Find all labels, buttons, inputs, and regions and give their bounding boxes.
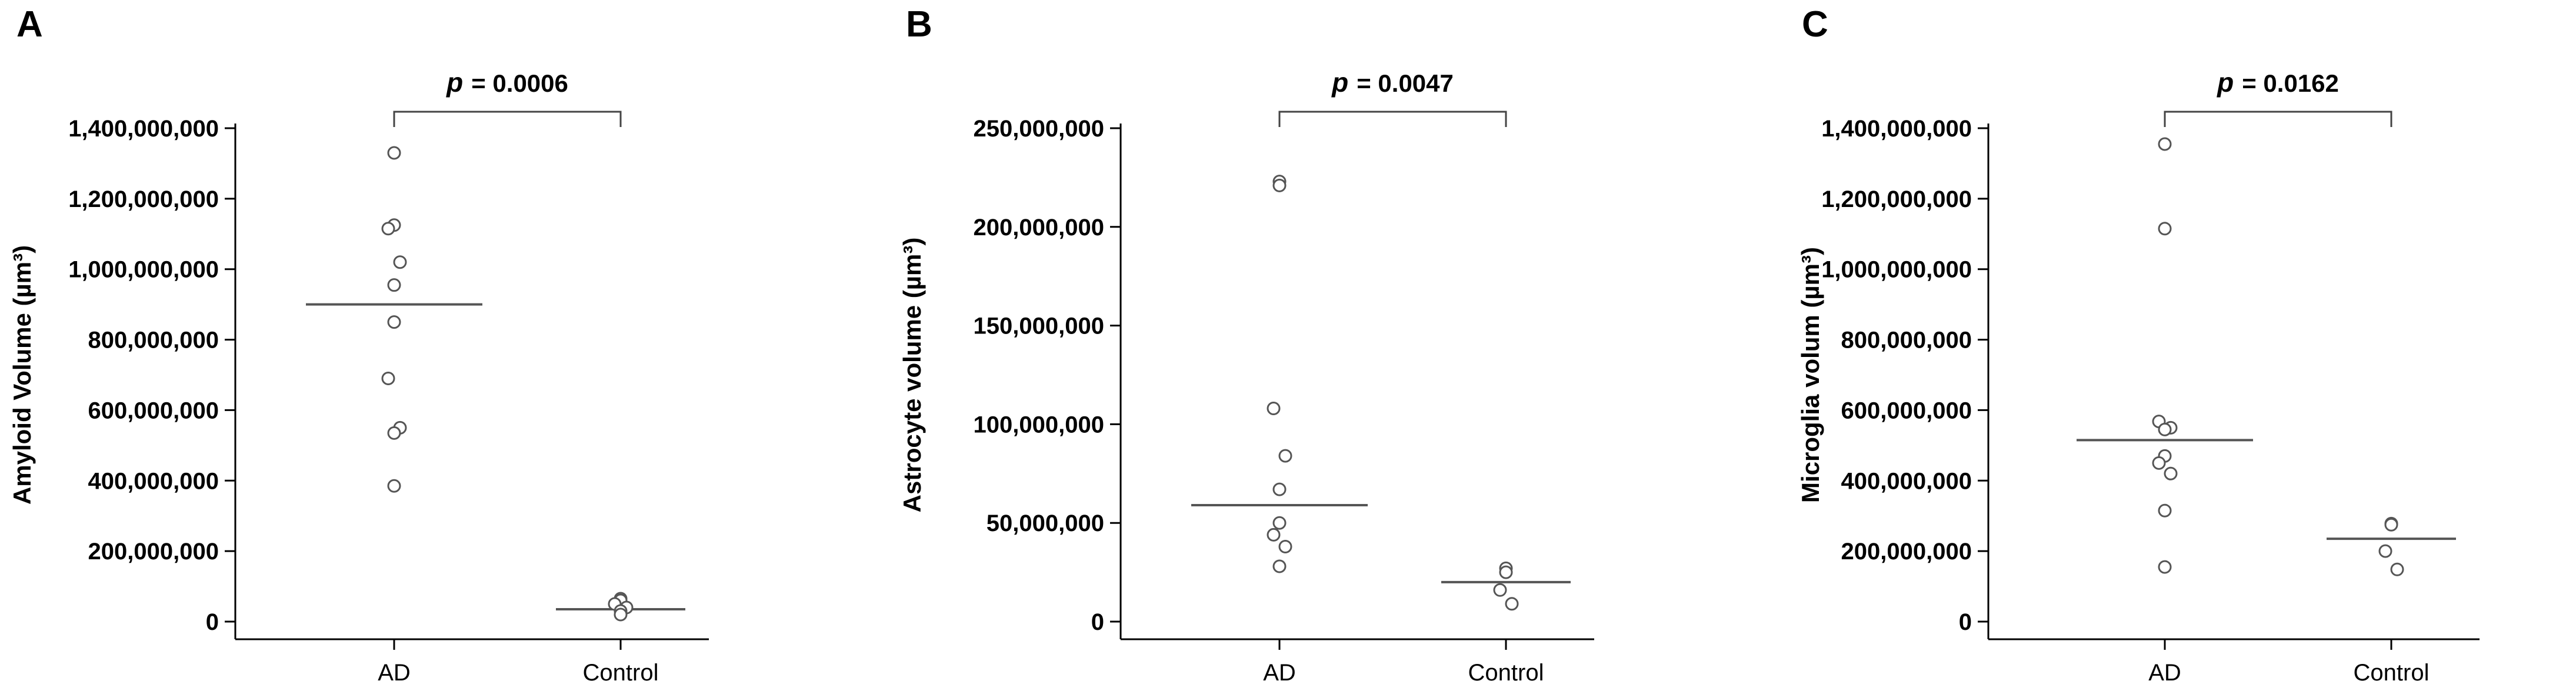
p-value-text: = 0.0047: [1357, 69, 1454, 97]
data-point-ad: [387, 426, 401, 440]
y-tick-label: 1,000,000,000: [68, 257, 219, 283]
data-point-ad: [2158, 137, 2172, 151]
significance-bracket: [2164, 111, 2392, 127]
y-tick-label: 400,000,000: [88, 468, 219, 494]
y-tick-label: 1,200,000,000: [68, 186, 219, 212]
y-axis-label: Astrocyte volume (µm³): [898, 238, 926, 513]
y-tick-label: 1,200,000,000: [1821, 186, 1972, 212]
panel-letter: B: [906, 4, 932, 45]
x-tick-label: AD: [2148, 660, 2181, 681]
y-tick-label: 1,400,000,000: [68, 116, 219, 142]
data-point-ad: [1272, 178, 1287, 192]
data-point-ad: [387, 278, 401, 292]
data-point-ad: [387, 315, 401, 329]
data-point-control: [1499, 565, 1513, 579]
data-point-ad: [2152, 456, 2166, 470]
p-symbol: p: [2216, 67, 2234, 98]
data-point-ad: [2158, 560, 2172, 574]
y-tick-label: 800,000,000: [88, 328, 219, 353]
data-point-ad: [1278, 449, 1292, 463]
y-tick-label: 600,000,000: [88, 398, 219, 423]
data-point-control: [1505, 597, 1519, 611]
p-value-text: = 0.0162: [2242, 69, 2339, 97]
data-point-ad: [1272, 559, 1287, 573]
y-tick-label: 0: [206, 609, 219, 635]
panel-letter: A: [16, 4, 43, 45]
y-tick-label: 50,000,000: [987, 510, 1104, 536]
p-value-annotation: p = 0.0047: [1331, 67, 1454, 98]
p-value-annotation: p = 0.0162: [2216, 67, 2339, 98]
data-point-ad: [393, 255, 407, 269]
data-point-control: [614, 607, 628, 622]
y-tick-label: 600,000,000: [1841, 398, 1972, 423]
y-tick-label: 800,000,000: [1841, 328, 1972, 353]
data-point-ad: [381, 222, 395, 236]
data-point-ad: [2158, 222, 2172, 236]
data-point-control: [2384, 518, 2398, 532]
y-tick-label: 1,000,000,000: [1821, 257, 1972, 283]
y-tick-label: 250,000,000: [974, 116, 1104, 142]
panel-letter: C: [1802, 4, 1828, 45]
x-tick-label: AD: [378, 660, 411, 681]
p-value-text: = 0.0006: [471, 69, 568, 97]
x-tick-label: AD: [1263, 660, 1296, 681]
data-point-ad: [1272, 482, 1287, 496]
data-point-ad: [381, 371, 395, 385]
p-value-annotation: p = 0.0006: [445, 67, 568, 98]
y-tick-label: 100,000,000: [974, 412, 1104, 438]
x-tick-label: Control: [1468, 660, 1544, 681]
y-axis-label: Microglia volum (µm³): [1797, 247, 1824, 503]
chart-panel-a: A 0 200,000,000 400,000,000 600,000,000 800,0…: [8, 4, 709, 681]
y-tick-label: 1,400,000,000: [1821, 116, 1972, 142]
chart-panel-c: C 0 200,000,000 400,000,000 600,000,000 800,0…: [1797, 4, 2480, 681]
data-point-ad: [2158, 422, 2172, 436]
y-tick-label: 400,000,000: [1841, 468, 1972, 494]
data-point-control: [1493, 583, 1507, 597]
data-point-ad: [1272, 516, 1287, 530]
data-point-ad: [387, 146, 401, 160]
p-symbol: p: [445, 67, 463, 98]
x-tick-label: Control: [2354, 660, 2430, 681]
data-point-ad: [1267, 402, 1281, 416]
y-tick-label: 200,000,000: [1841, 539, 1972, 565]
significance-bracket: [1278, 111, 1507, 127]
y-tick-label: 200,000,000: [88, 539, 219, 565]
data-point-control: [2378, 544, 2392, 558]
x-tick-label: Control: [583, 660, 659, 681]
data-point-control: [2390, 562, 2404, 576]
y-axis-label: Amyloid Volume (µm³): [8, 245, 36, 505]
y-tick-label: 200,000,000: [974, 215, 1104, 241]
y-tick-label: 150,000,000: [974, 313, 1104, 339]
data-point-ad: [387, 479, 401, 493]
p-symbol: p: [1331, 67, 1348, 98]
significance-bracket: [393, 111, 622, 127]
data-point-ad: [2158, 503, 2172, 518]
data-point-ad: [2164, 466, 2178, 480]
chart-panel-b: B 0 50,000,000 100,000,000 150,000,000 200,00…: [898, 4, 1594, 681]
y-tick-label: 0: [1959, 609, 1972, 635]
y-tick-label: 0: [1091, 609, 1104, 635]
data-point-ad: [1278, 539, 1292, 553]
data-point-ad: [1267, 528, 1281, 542]
